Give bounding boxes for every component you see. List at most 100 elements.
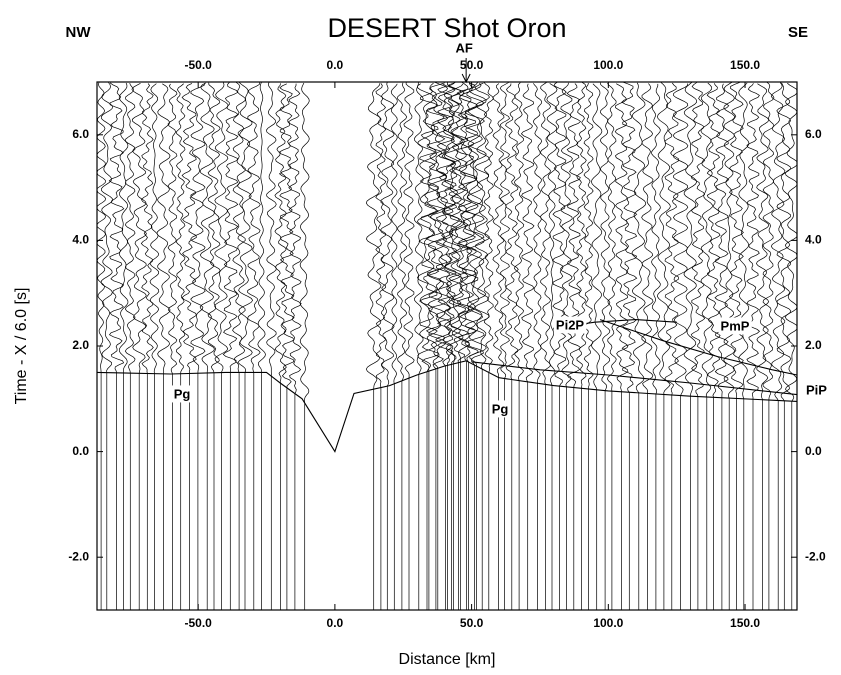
chart-title: DESERT Shot Oron [327, 13, 566, 43]
trace-wiggle [140, 83, 154, 610]
x-tick-label: 50.0 [460, 58, 484, 72]
trace-wiggle [539, 82, 552, 610]
trace-wiggle [599, 82, 611, 610]
trace-wiggle [443, 83, 464, 610]
y-tick-label: 2.0 [805, 338, 822, 352]
trace-wiggle [546, 83, 558, 610]
trace-wiggle [657, 82, 671, 610]
y-tick-label: 0.0 [805, 444, 822, 458]
trace-wiggle [513, 82, 525, 610]
trace-wiggle [551, 81, 568, 610]
trace-wiggle [237, 82, 254, 610]
trace-wiggle [466, 81, 487, 610]
trace-wiggle [118, 82, 129, 610]
trace-wiggle [288, 83, 302, 610]
trace-wiggle [100, 82, 113, 610]
travel-time-curve [599, 319, 798, 376]
y-tick-label: 0.0 [72, 444, 89, 458]
trace-wiggle [222, 82, 239, 610]
trace-wiggle [583, 82, 594, 610]
x-axis-label: Distance [km] [399, 651, 496, 668]
trace-wiggle [436, 82, 458, 610]
trace-wiggle [714, 83, 730, 610]
travel-time-curve [96, 360, 798, 453]
x-tick-label: -50.0 [184, 58, 212, 72]
phase-label: Pg [174, 386, 191, 401]
trace-wiggle [621, 81, 638, 610]
trace-wiggle [566, 83, 582, 610]
trace-wiggle [450, 81, 470, 610]
trace-wiggle [441, 82, 462, 610]
y-tick-label: 6.0 [805, 127, 822, 141]
phase-label: PiP [806, 382, 827, 397]
trace-wiggle [651, 83, 661, 610]
phase-label-bg [489, 400, 511, 418]
trace-wiggle [149, 83, 160, 610]
trace-wiggle [390, 83, 398, 610]
trace-wiggle [190, 83, 206, 610]
trace-wiggle [403, 82, 415, 610]
trace-wiggle [175, 83, 186, 610]
trace-wiggle [762, 81, 775, 610]
phase-label-bg [553, 316, 587, 334]
x-tick-label: 100.0 [593, 58, 623, 72]
y-tick-label: 2.0 [72, 338, 89, 352]
x-tick-label: 150.0 [730, 58, 760, 72]
se-label: SE [788, 24, 808, 41]
trace-wiggle [776, 82, 792, 610]
trace-wiggle [591, 83, 603, 610]
trace-wiggle [631, 82, 647, 610]
trace-wiggle [499, 82, 510, 610]
trace-wiggle [607, 82, 617, 610]
trace-wiggle [274, 83, 287, 610]
y-tick-label: -2.0 [68, 549, 89, 563]
x-tick-label: 150.0 [730, 616, 760, 630]
trace-wiggle [448, 82, 469, 610]
trace-wiggle [560, 82, 573, 610]
trace-wiggle [576, 82, 587, 610]
trace-wiggle [278, 83, 295, 610]
annotation-arrowhead [461, 73, 471, 84]
trace-wiggle [784, 82, 798, 610]
trace-wiggle [266, 81, 277, 610]
trace-wiggle [156, 83, 171, 610]
trace-wiggle [108, 82, 125, 610]
trace-wiggle [728, 82, 744, 610]
x-tick-label: 0.0 [327, 616, 344, 630]
trace-wiggle [232, 82, 246, 610]
phase-label-bg [171, 385, 193, 403]
trace-wiggle [397, 82, 408, 610]
trace-wiggle [690, 82, 706, 610]
trace-wiggle [207, 82, 221, 610]
trace-wiggle [131, 82, 147, 610]
trace-wiggle [257, 82, 266, 610]
phase-label: Pi2P [556, 317, 585, 332]
y-tick-label: 4.0 [72, 233, 89, 247]
trace-wiggle [770, 82, 786, 610]
trace-wiggle [435, 83, 456, 610]
trace-wiggle [664, 82, 680, 610]
trace-wiggle [416, 83, 438, 610]
trace-wiggle [214, 82, 229, 610]
trace-wiggle [700, 82, 713, 610]
trace-wiggle [520, 83, 535, 610]
plot-frame [96, 81, 798, 611]
trace-wiggle [683, 81, 698, 610]
trace-wiggle [614, 83, 629, 610]
trace-wiggle [167, 83, 178, 610]
trace-wiggle [413, 82, 424, 610]
trace-wiggle [706, 83, 721, 610]
trace-wiggle [505, 83, 519, 610]
trace-wiggle [425, 82, 447, 610]
traces [96, 81, 798, 610]
trace-wiggle [96, 82, 107, 610]
x-tick-label: 100.0 [593, 616, 623, 630]
phase-label-bg [804, 381, 830, 399]
trace-wiggle [755, 83, 770, 610]
trace-wiggle [375, 83, 387, 610]
trace-wiggle [483, 82, 494, 610]
trace-wiggle [365, 83, 382, 610]
trace-wiggle [181, 83, 197, 610]
y-tick-label: 4.0 [805, 233, 822, 247]
